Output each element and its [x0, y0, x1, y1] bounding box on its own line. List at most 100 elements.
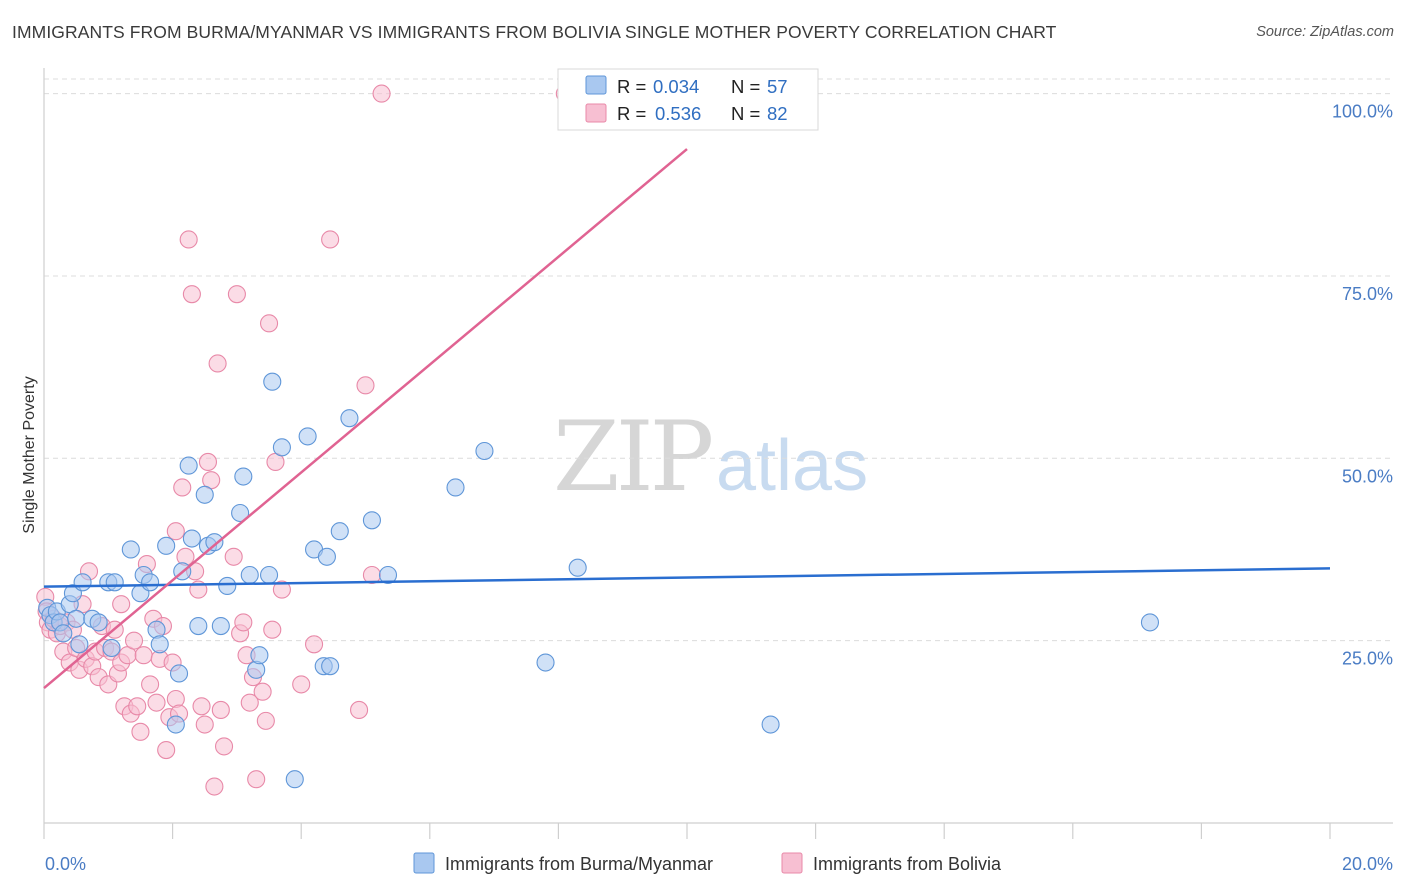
legend-swatch-bolivia	[585, 103, 607, 123]
series-legend: Immigrants from Burma/Myanmar Immigrants…	[413, 852, 1002, 874]
point-bolivia	[166, 689, 185, 709]
watermark-atlas: atlas	[716, 426, 868, 506]
point-bolivia	[208, 354, 227, 373]
legend-n-value-bolivia: 82	[767, 103, 788, 124]
point-bolivia	[131, 722, 150, 741]
point-burma	[157, 536, 176, 555]
y-tick-label: 50.0%	[1342, 466, 1393, 486]
legend-swatch-burma	[585, 75, 607, 95]
point-bolivia	[173, 478, 192, 497]
point-bolivia	[128, 697, 147, 716]
point-bolivia	[227, 285, 246, 304]
point-bolivia	[192, 697, 211, 716]
point-burma	[73, 573, 92, 592]
source-credit: Source: ZipAtlas.com	[1256, 24, 1394, 40]
axes	[43, 68, 1393, 839]
point-burma	[102, 638, 121, 657]
legend-r-value-burma: 0.034	[653, 76, 699, 97]
point-burma	[166, 715, 185, 734]
chart-title: IMMIGRANTS FROM BURMA/MYANMAR VS IMMIGRA…	[12, 22, 1057, 42]
x-tick-label-max: 20.0%	[1342, 854, 1393, 874]
trend-line-burma	[43, 567, 1331, 588]
legend-n-label-bolivia: N =	[731, 103, 760, 124]
point-bolivia	[350, 700, 369, 719]
legend-n-label-burma: N =	[731, 76, 760, 97]
point-bolivia	[166, 522, 185, 541]
point-burma	[250, 646, 269, 665]
point-bolivia	[321, 230, 340, 249]
point-burma	[182, 529, 201, 548]
y-tick-label: 25.0%	[1342, 649, 1393, 669]
trend-line-bolivia	[43, 148, 688, 690]
point-bolivia	[356, 376, 375, 395]
point-burma	[475, 441, 494, 461]
point-bolivia	[134, 646, 153, 665]
legend-r-label-bolivia: R =	[617, 103, 646, 124]
point-bolivia	[141, 675, 160, 694]
point-burma	[189, 617, 208, 636]
y-axis-label: Single Mother Poverty	[21, 376, 38, 533]
point-burma	[67, 609, 86, 628]
point-burma	[378, 565, 398, 585]
point-burma	[89, 613, 108, 632]
point-burma	[263, 372, 282, 391]
point-burma	[285, 770, 304, 789]
point-bolivia	[198, 452, 218, 471]
point-burma	[298, 427, 317, 446]
point-burma	[218, 576, 237, 595]
point-burma	[70, 635, 89, 654]
y-tick-labels: 25.0% 50.0% 75.0% 100.0%	[1332, 102, 1393, 669]
point-burma	[179, 456, 198, 475]
point-burma	[330, 522, 349, 541]
point-burma	[362, 511, 381, 530]
point-bolivia	[147, 693, 166, 712]
point-bolivia	[259, 314, 279, 333]
point-bolivia	[305, 635, 324, 654]
point-burma	[211, 617, 230, 636]
point-burma	[150, 635, 169, 654]
point-burma	[195, 485, 214, 504]
point-bolivia	[240, 693, 259, 712]
point-bolivia	[247, 770, 266, 789]
watermark: ZIP atlas	[553, 401, 868, 513]
point-bolivia	[253, 682, 272, 701]
point-burma	[536, 653, 555, 672]
point-bolivia	[157, 741, 176, 760]
point-bolivia	[234, 613, 253, 632]
point-burma	[317, 547, 336, 566]
point-burma	[105, 573, 124, 592]
bottom-legend-label-burma: Immigrants from Burma/Myanmar	[445, 854, 713, 874]
bottom-legend-swatch-bolivia	[781, 852, 803, 874]
point-burma	[259, 565, 279, 585]
legend-r-value-bolivia: 0.536	[655, 103, 701, 124]
point-burma	[121, 540, 140, 559]
bottom-legend-label-bolivia: Immigrants from Bolivia	[813, 854, 1002, 874]
point-burma	[1140, 613, 1160, 632]
point-burma	[147, 620, 166, 639]
point-burma	[231, 503, 250, 523]
point-burma	[321, 657, 340, 676]
point-bolivia	[256, 711, 275, 730]
watermark-zip: ZIP	[553, 401, 712, 513]
point-bolivia	[182, 285, 201, 304]
bottom-legend-swatch-burma	[413, 852, 435, 874]
point-bolivia	[263, 620, 282, 639]
point-burma	[169, 664, 189, 683]
point-bolivia	[176, 547, 195, 566]
point-burma	[141, 573, 160, 592]
point-bolivia	[112, 595, 131, 614]
point-burma	[446, 478, 465, 497]
point-bolivia	[224, 547, 243, 566]
point-bolivia	[211, 700, 230, 719]
point-bolivia	[272, 580, 291, 599]
point-burma	[568, 558, 587, 577]
point-burma	[272, 438, 291, 457]
point-bolivia	[205, 777, 224, 796]
y-tick-label: 100.0%	[1332, 102, 1393, 122]
point-bolivia	[195, 715, 214, 734]
y-tick-label: 75.0%	[1342, 284, 1393, 304]
point-bolivia	[292, 675, 311, 694]
point-burma	[54, 624, 73, 643]
point-burma	[340, 409, 359, 428]
point-burma	[234, 467, 253, 486]
